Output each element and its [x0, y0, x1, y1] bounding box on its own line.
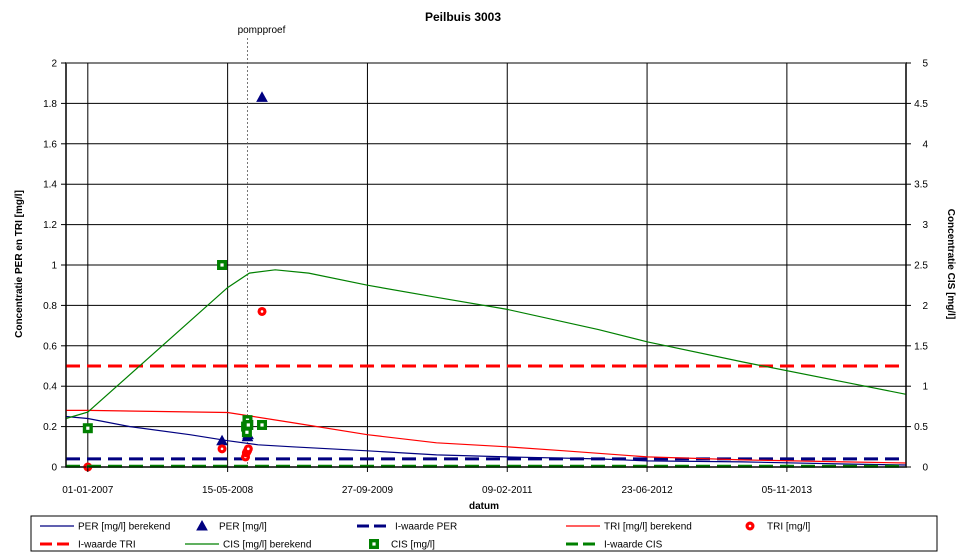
legend-entry: TRI [mg/l]: [745, 521, 811, 533]
data-point-center: [245, 430, 249, 434]
legend-label: I-waarde TRI: [78, 540, 136, 551]
data-point-center: [86, 426, 90, 430]
legend-label: PER [mg/l] berekend: [78, 522, 170, 533]
series-layer: [65, 91, 907, 472]
legend-swatch: [196, 519, 208, 531]
y-right-tick-label: 3.5: [914, 180, 928, 191]
legend-entry: CIS [mg/l] berekend: [185, 540, 311, 551]
legend-label: TRI [mg/l]: [767, 522, 811, 533]
data-point-center: [260, 423, 264, 427]
x-axis-label: datum: [469, 501, 499, 512]
legend-entry: PER [mg/l] berekend: [40, 522, 170, 533]
legend-label: PER [mg/l]: [219, 522, 267, 533]
legend: PER [mg/l] berekend PER [mg/l] I-waarde PE…: [30, 515, 938, 552]
y-right-tick-label: 4: [922, 139, 928, 150]
y-axis-right-label: Concentratie CIS [mg/l]: [945, 209, 956, 320]
legend-entry: I-waarde TRI: [40, 540, 136, 551]
gridlines: [66, 63, 906, 467]
y-left-tick-label: 0.4: [43, 382, 57, 393]
x-tick-label: 27-09-2009: [342, 485, 394, 496]
x-tick-label: 05-11-2013: [762, 485, 813, 496]
y-right-tick-label: 2.5: [914, 261, 928, 272]
y-right-tick-label: 4.5: [914, 99, 928, 110]
legend-entry: PER [mg/l]: [196, 519, 267, 533]
data-point-center: [246, 423, 250, 427]
data-point-center: [247, 447, 250, 451]
annotation-pompproef: pompproef: [238, 25, 286, 36]
y-left-tick-label: 1: [51, 261, 57, 272]
data-point-center: [220, 447, 224, 451]
annotation: pompproef: [238, 25, 286, 467]
legend-label: CIS [mg/l] berekend: [223, 540, 311, 551]
y-left-tick-label: 1.2: [43, 220, 57, 231]
y-left-tick-label: 0.8: [43, 301, 57, 312]
y-left-tick-label: 1.8: [43, 99, 57, 110]
x-tick-label: 15-05-2008: [202, 485, 254, 496]
series-line: [66, 409, 907, 464]
y-right-tick-label: 5: [922, 59, 928, 70]
legend-box: [30, 515, 938, 552]
y-right-tick-label: 1.5: [914, 341, 928, 352]
data-point-center: [260, 310, 264, 313]
y-left-tick-label: 0.6: [43, 341, 57, 352]
y-left-tick-label: 0.2: [43, 422, 57, 433]
legend-swatch-center: [372, 542, 376, 546]
y-axis-left-label: Concentratie PER en TRI [mg/l]: [14, 190, 25, 338]
axes: 0 0.2 0.4 0.6 0.8 1 1.2 1.4 1.6 1.8 2 0 0.5 1 1.5 2 2.5 3…: [43, 59, 928, 497]
chart-title: Peilbuis 3003: [425, 10, 501, 24]
legend-label: I-waarde PER: [395, 522, 457, 533]
x-tick-label: 09-02-2011: [482, 485, 533, 496]
series-tri-mg-l: [83, 306, 267, 472]
legend-label: CIS [mg/l]: [391, 540, 435, 551]
legend-entry: I-waarde CIS: [566, 540, 663, 551]
series-per-mg-l-berekend: [65, 415, 907, 466]
y-left-tick-label: 1.4: [43, 180, 57, 191]
data-point: [256, 91, 268, 102]
legend-label: I-waarde CIS: [604, 540, 663, 551]
legend-entry: CIS [mg/l]: [369, 539, 435, 551]
series-line: [65, 269, 907, 420]
y-right-tick-label: 0: [922, 463, 928, 474]
series-line: [65, 415, 907, 466]
legend-swatch-center: [748, 524, 752, 528]
data-point-center: [220, 263, 224, 267]
legend-entry: TRI [mg/l] berekend: [566, 522, 692, 533]
y-right-tick-label: 1: [922, 382, 928, 393]
y-left-tick-label: 0: [51, 463, 57, 474]
series-cis-mg-l: [82, 260, 268, 438]
y-left-tick-label: 1.6: [43, 139, 57, 150]
series-cis-mg-l-berekend: [65, 269, 907, 420]
y-left-tick-label: 2: [51, 59, 57, 70]
x-tick-label: 01-01-2007: [62, 485, 114, 496]
y-right-tick-label: 2: [922, 301, 928, 312]
y-right-tick-label: 0.5: [914, 422, 928, 433]
series-tri-mg-l-berekend: [66, 409, 907, 464]
legend-entry: I-waarde PER: [357, 522, 457, 533]
x-tick-label: 23-06-2012: [621, 485, 673, 496]
legend-label: TRI [mg/l] berekend: [604, 522, 692, 533]
y-right-tick-label: 3: [922, 220, 928, 231]
